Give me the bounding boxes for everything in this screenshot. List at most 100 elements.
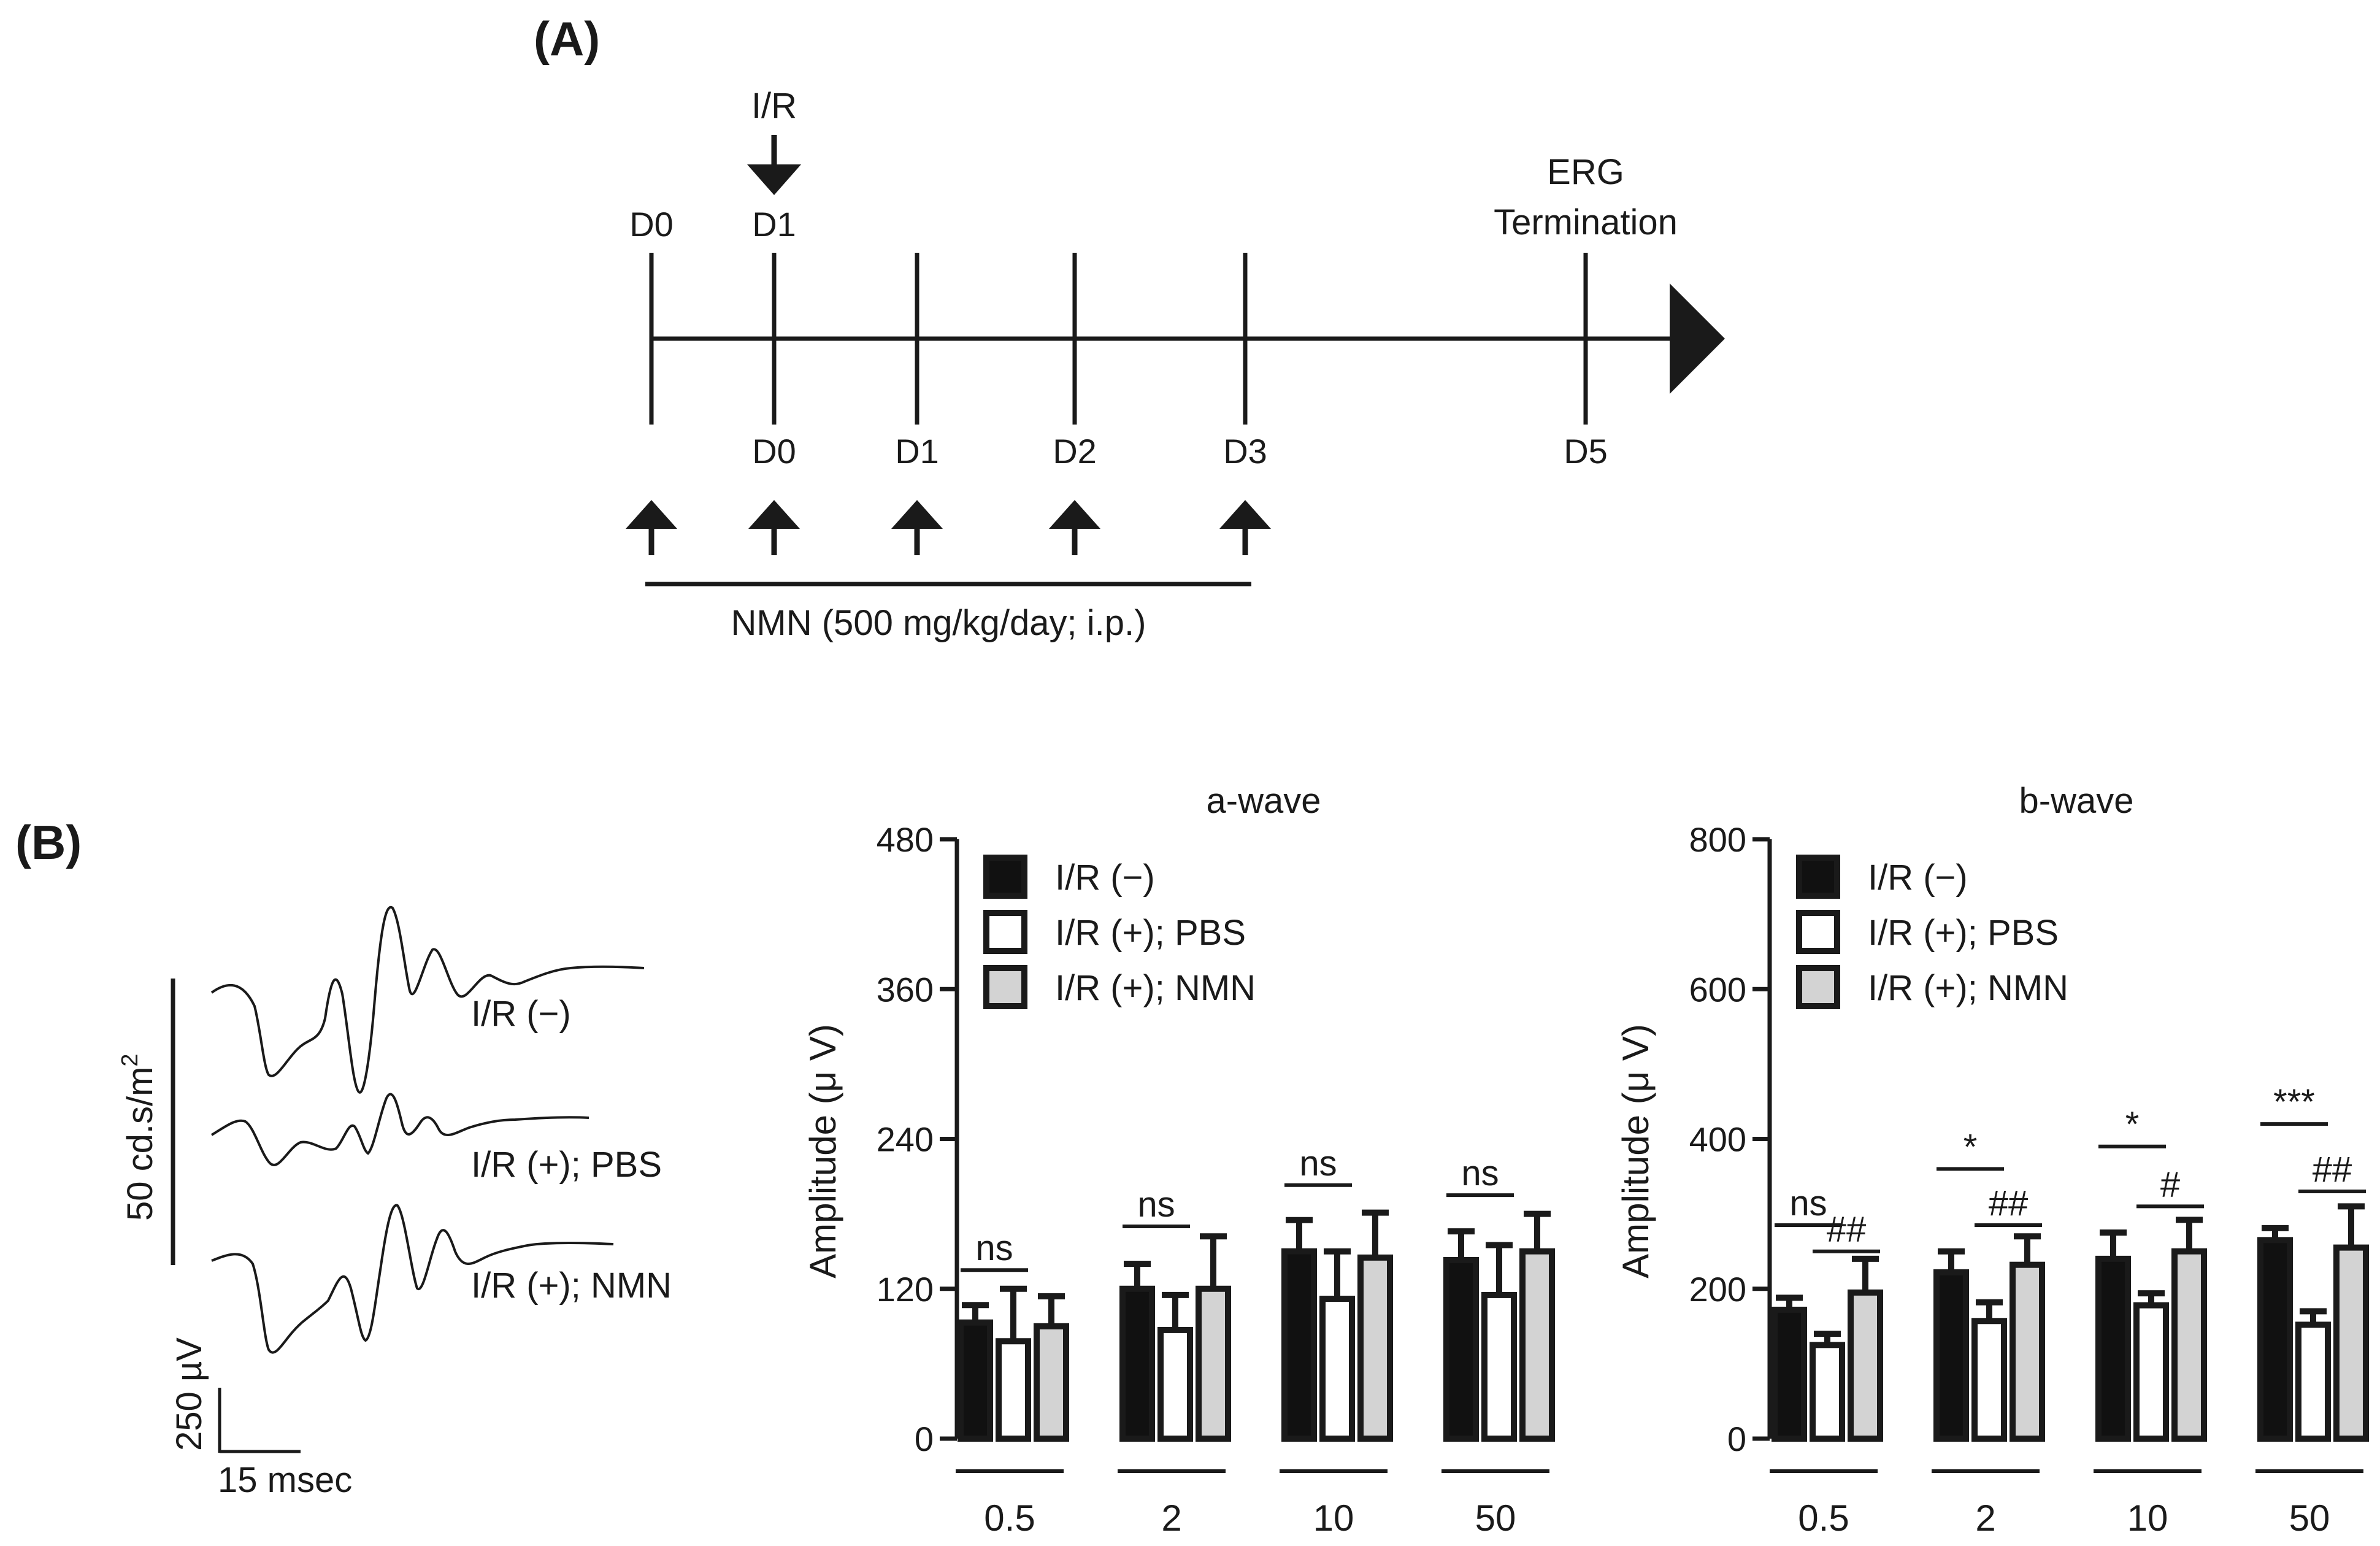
legend-swatch [983, 965, 1027, 1009]
y-tick-label: 800 [1689, 820, 1746, 859]
trace-label-ir-minus: I/R (−) [471, 994, 571, 1034]
bar [1971, 1318, 2007, 1442]
bar [2295, 1321, 2331, 1442]
legend-swatch [983, 855, 1027, 899]
y-axis-label: Amplitude (μ V) [1615, 1024, 1656, 1279]
x-tick-label: 50 [1475, 1498, 1516, 1539]
significance-label: # [2160, 1164, 2180, 1204]
chart-title: a-wave [1207, 781, 1321, 821]
bar [1443, 1256, 1479, 1442]
bar [1933, 1269, 1969, 1442]
bottom-day-d1: D1 [895, 432, 939, 471]
legend-swatch [1796, 910, 1840, 954]
bar [1772, 1306, 1807, 1442]
trace-ir-plus-nmn [211, 1204, 614, 1354]
y-tick-label: 360 [877, 970, 934, 1009]
legend-label: I/R (−) [1868, 858, 1968, 898]
bar [1810, 1342, 1845, 1442]
trace-ir-minus [210, 906, 645, 1094]
bar [2010, 1261, 2045, 1442]
a-wave-chart: a-wave 0 120 240 360 480 Amplitude (μ V) I/R (−… [802, 781, 1555, 1539]
x-tick-label: 50 [2289, 1498, 2330, 1539]
legend-label: I/R (+); PBS [1868, 913, 2059, 953]
b-wave-chart: b-wave 0 200 400 600 800 Amplitude (μ V) I/R (−… [1615, 781, 2369, 1539]
bottom-day-d3: D3 [1223, 432, 1267, 471]
bar [2257, 1237, 2293, 1442]
x-tick-label: 10 [1313, 1498, 1354, 1539]
panel-a-timeline: (A) I/R D0 D1 ERG Termination D0 D1 D2 D… [534, 12, 1725, 643]
up-arrow-icon [1049, 500, 1100, 555]
legend-label: I/R (+); NMN [1055, 968, 1256, 1008]
bar [996, 1338, 1031, 1442]
ir-label: I/R [751, 86, 797, 126]
bar [1157, 1326, 1193, 1442]
bottom-day-d0: D0 [752, 432, 796, 471]
significance-label: ns [975, 1228, 1013, 1268]
up-arrow-icon [748, 500, 800, 555]
significance-label: ## [1989, 1183, 2029, 1223]
top-day-d1: D1 [752, 205, 796, 244]
legend-label: I/R (+); PBS [1055, 913, 1246, 953]
significance-label: ns [1461, 1153, 1499, 1193]
up-arrow-icon [626, 500, 677, 555]
up-arrow-icon [891, 500, 943, 555]
y-tick-label: 400 [1689, 1120, 1746, 1159]
injection-arrows [626, 500, 1271, 555]
y-tick-label: 240 [877, 1120, 934, 1159]
bar [2095, 1255, 2131, 1442]
y-tick-label: 0 [915, 1420, 934, 1458]
bar [1119, 1285, 1155, 1442]
trace-label-ir-plus-nmn: I/R (+); NMN [471, 1266, 672, 1306]
bar [2133, 1302, 2169, 1442]
x-tick-label: 0.5 [1798, 1498, 1849, 1539]
up-arrow-icon [1219, 500, 1271, 555]
legend-swatch [1796, 965, 1840, 1009]
y-tick-label: 200 [1689, 1270, 1746, 1309]
bar [1034, 1323, 1069, 1442]
x-tick-label: 2 [1975, 1498, 1995, 1539]
significance-label: *** [2273, 1082, 2315, 1122]
significance-label: ## [1827, 1210, 1867, 1250]
ir-down-arrow-icon [747, 164, 801, 195]
panel-b-erg: (B) 50 cd.s/m2 I/R (−) I/R (+); PBS I/R … [15, 815, 672, 1500]
bar [1481, 1291, 1517, 1442]
y-tick-label: 600 [1689, 970, 1746, 1009]
bar [1196, 1285, 1231, 1442]
x-tick-label: 2 [1161, 1498, 1181, 1539]
significance-label: * [2125, 1105, 2140, 1145]
significance-label: ns [1299, 1144, 1337, 1183]
significance-label: * [1964, 1127, 1978, 1167]
panel-b-label: (B) [15, 815, 82, 869]
bar [2171, 1248, 2207, 1442]
bottom-day-d2: D2 [1053, 432, 1097, 471]
timeline-arrowhead-icon [1670, 283, 1725, 394]
time-scale-label: 15 msec [218, 1460, 352, 1500]
legend-label: I/R (+); NMN [1868, 968, 2068, 1008]
bar [1319, 1296, 1355, 1442]
x-tick-label: 0.5 [984, 1498, 1035, 1539]
legend-swatch [1796, 855, 1840, 899]
y-tick-label: 120 [877, 1270, 934, 1309]
significance-label: ## [2313, 1150, 2352, 1190]
panel-a-label: (A) [534, 12, 600, 66]
top-day-d0: D0 [629, 205, 674, 244]
significance-label: ns [1137, 1185, 1175, 1225]
amplitude-scale-label: 250 µV [169, 1337, 209, 1451]
erg-label: ERG [1547, 152, 1624, 192]
bar [958, 1319, 993, 1442]
y-tick-label: 480 [877, 820, 934, 859]
trace-label-ir-plus-pbs: I/R (+); PBS [471, 1145, 662, 1185]
y-tick-label: 0 [1727, 1420, 1746, 1458]
x-tick-label: 10 [2127, 1498, 2168, 1539]
chart-title: b-wave [2019, 781, 2134, 821]
legend-label: I/R (−) [1055, 858, 1155, 898]
significance-label: ns [1789, 1183, 1827, 1223]
trace-ir-plus-pbs [210, 1093, 589, 1166]
termination-label: Termination [1494, 202, 1678, 242]
bar [1357, 1254, 1393, 1442]
treatment-label: NMN (500 mg/kg/day; i.p.) [731, 603, 1146, 643]
legend-swatch [983, 910, 1027, 954]
bar [1519, 1248, 1555, 1442]
y-axis-label: Amplitude (μ V) [802, 1024, 843, 1279]
